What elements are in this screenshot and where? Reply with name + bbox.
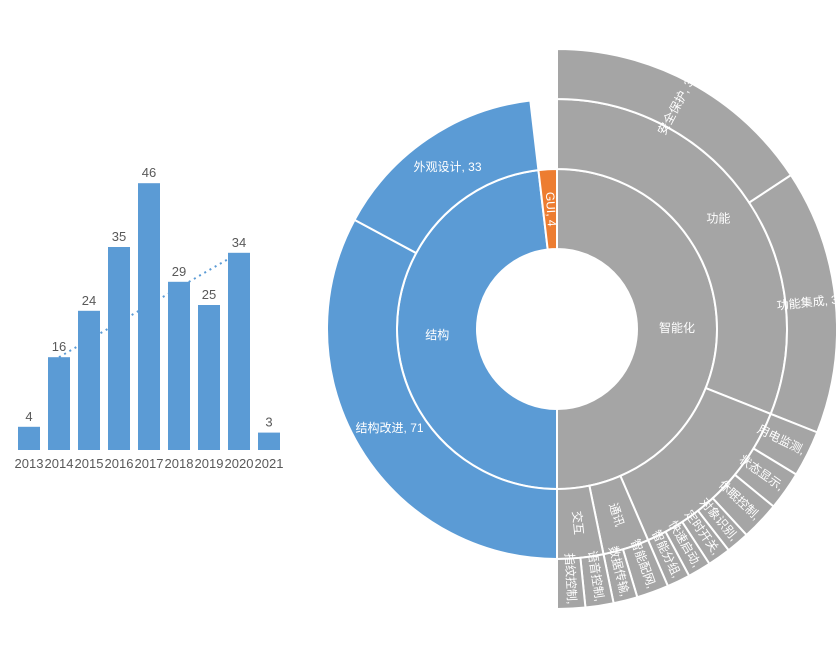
- bar-category: 2017: [135, 456, 164, 471]
- bar-value: 4: [25, 409, 32, 424]
- bar-value: 29: [172, 264, 186, 279]
- bar-category: 2013: [15, 456, 44, 471]
- bar-category: 2016: [105, 456, 134, 471]
- bar-value: 46: [142, 165, 156, 180]
- bar: [168, 282, 190, 450]
- bar: [108, 247, 130, 450]
- bar: [48, 357, 70, 450]
- segment-label: 指纹控制, 3: [562, 553, 580, 615]
- bar-value: 34: [232, 235, 246, 250]
- bar: [228, 253, 250, 450]
- bar: [138, 183, 160, 450]
- bar: [78, 311, 100, 450]
- bar-category: 2018: [165, 456, 194, 471]
- segment-label: 外观设计, 33: [413, 160, 481, 174]
- bar-category: 2021: [255, 456, 284, 471]
- bar: [18, 427, 40, 450]
- bar-chart: 4 2013 16 2014 24 2015 35 2016 46 2017 29 2018 25 201…: [15, 165, 284, 471]
- bar-value: 16: [52, 339, 66, 354]
- bar-category: 2020: [225, 456, 254, 471]
- bar-value: 3: [265, 415, 272, 430]
- bar: [198, 305, 220, 450]
- bar-category: 2019: [195, 456, 224, 471]
- bar-value: 35: [112, 229, 126, 244]
- bar-category: 2015: [75, 456, 104, 471]
- bar-category: 2014: [45, 456, 74, 471]
- segment-label: 功能: [706, 212, 730, 226]
- segment-label: 结构改进, 71: [356, 420, 424, 435]
- segment-label: 结构: [425, 327, 449, 342]
- bar-value: 24: [82, 293, 96, 308]
- sunburst-chart: 智能化结构GUI, 4功能通讯交互结构改进, 71外观设计, 33安全保护, 3…: [327, 49, 836, 615]
- segment-label: GUI, 4: [543, 191, 559, 227]
- bar-value: 25: [202, 287, 216, 302]
- segment-label: 智能化: [659, 320, 695, 335]
- bar: [258, 433, 280, 450]
- segment-label: 交互: [569, 510, 586, 535]
